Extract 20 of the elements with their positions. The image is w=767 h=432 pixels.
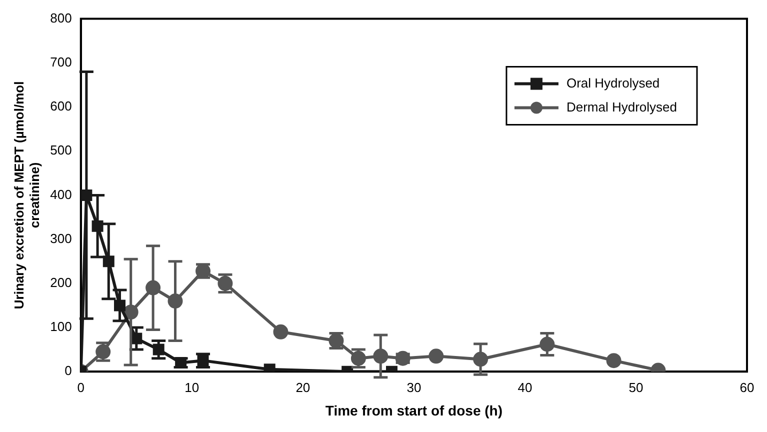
y-tick-label: 800 bbox=[50, 10, 72, 26]
x-tick-label: 50 bbox=[628, 380, 644, 395]
x-tick-label: 60 bbox=[740, 380, 754, 395]
x-tick-label: 20 bbox=[296, 380, 310, 395]
y-tick-label: 400 bbox=[50, 186, 72, 202]
y-tick-label: 300 bbox=[50, 230, 72, 246]
y-tick-label: 100 bbox=[50, 319, 72, 334]
x-tick-label: 40 bbox=[518, 380, 532, 395]
x-tick-label: 10 bbox=[184, 380, 200, 395]
y-tick-label: 600 bbox=[50, 98, 72, 114]
y-axis-title: Urinary excretion of MEPT (µmol/mol creatinine) bbox=[11, 81, 42, 310]
y-tick-label: 500 bbox=[50, 142, 72, 158]
y-tick-label: 0 bbox=[64, 363, 72, 378]
y-tick-label: 700 bbox=[50, 54, 72, 70]
legend-label: Dermal Hydrolysed bbox=[566, 99, 678, 114]
legend-label: Oral Hydrolysed bbox=[566, 75, 660, 90]
x-tick-label: 30 bbox=[406, 380, 422, 395]
x-axis-title: Time from start of dose (h) bbox=[325, 402, 502, 418]
y-tick-label: 200 bbox=[50, 274, 72, 290]
x-tick-label: 0 bbox=[77, 380, 85, 395]
